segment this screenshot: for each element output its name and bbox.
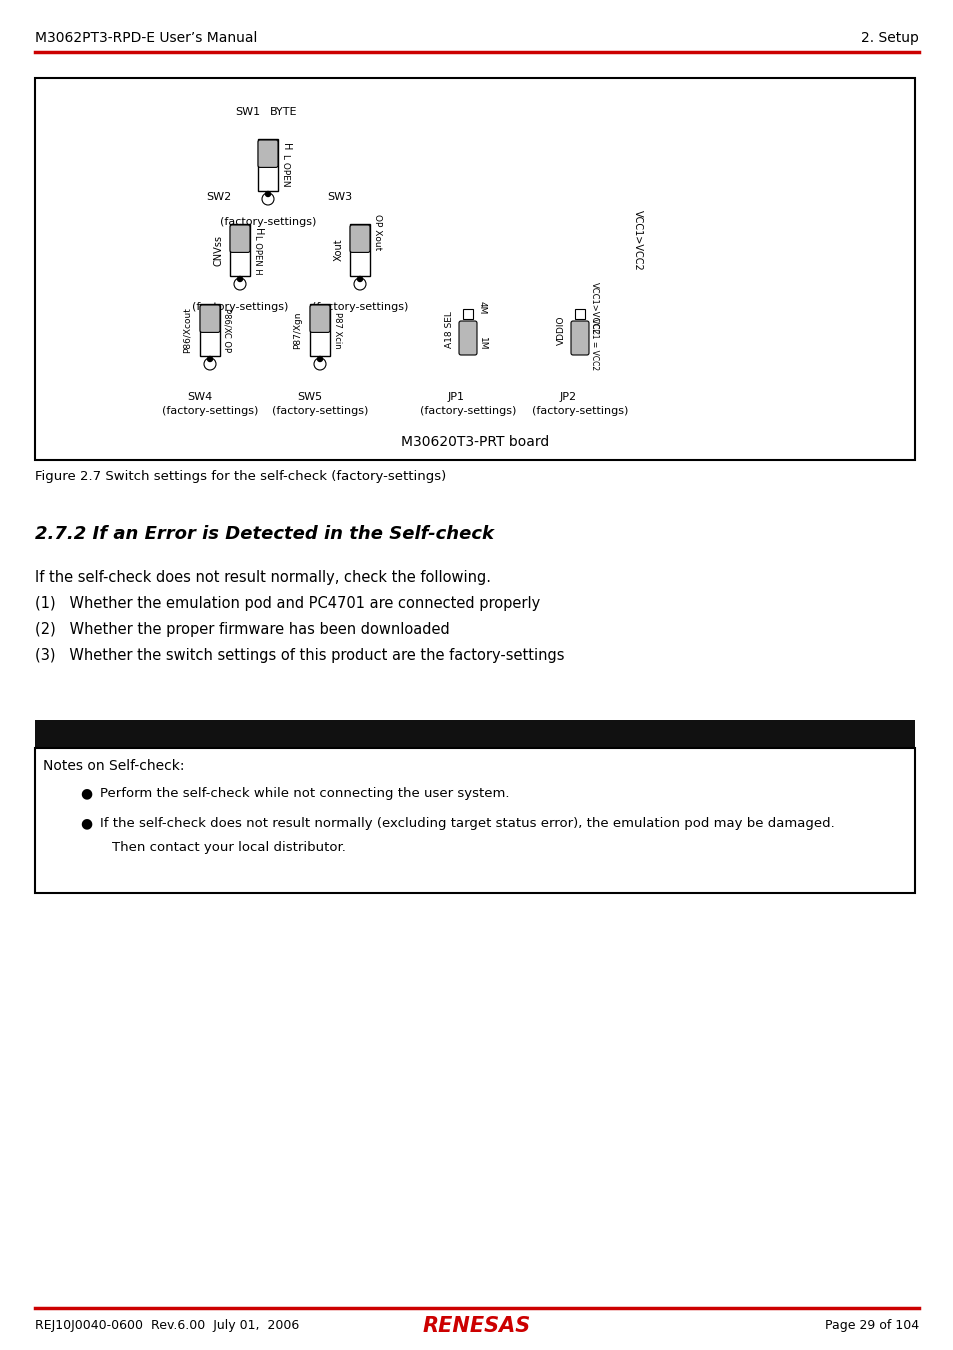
Text: SW2: SW2: [207, 192, 232, 202]
Text: Notes on Self-check:: Notes on Self-check:: [43, 759, 184, 774]
Bar: [575, 325, 584, 335]
FancyBboxPatch shape: [350, 225, 370, 252]
Text: ●: ●: [80, 815, 92, 830]
Text: (factory-settings): (factory-settings): [272, 406, 368, 416]
Text: SW5: SW5: [297, 392, 322, 402]
Bar: [462, 342, 473, 351]
Bar: [35, 78, 914, 460]
Text: (factory-settings): (factory-settings): [312, 302, 408, 312]
Text: SW4: SW4: [187, 392, 213, 402]
Text: (factory-settings): (factory-settings): [192, 302, 288, 312]
Circle shape: [208, 356, 213, 362]
Text: If the self-check does not result normally (excluding target status error), the : If the self-check does not result normal…: [100, 817, 834, 829]
Text: (3)   Whether the switch settings of this product are the factory-settings: (3) Whether the switch settings of this …: [35, 648, 564, 663]
Text: JP2: JP2: [558, 392, 576, 402]
Text: Then contact your local distributor.: Then contact your local distributor.: [112, 841, 346, 855]
Circle shape: [262, 193, 274, 205]
Bar: [575, 342, 584, 351]
FancyBboxPatch shape: [458, 321, 476, 355]
Circle shape: [357, 277, 362, 282]
Text: P86/Xcout: P86/Xcout: [183, 306, 192, 352]
Text: P87 Xcin: P87 Xcin: [333, 312, 341, 348]
Text: Perform the self-check while not connecting the user system.: Perform the self-check while not connect…: [100, 787, 509, 799]
Text: (factory-settings): (factory-settings): [162, 406, 258, 416]
Text: 1M: 1M: [477, 338, 486, 351]
Bar: [35, 748, 914, 892]
Text: Xout: Xout: [334, 239, 344, 262]
Text: If the self-check does not result normally, check the following.: If the self-check does not result normal…: [35, 570, 491, 585]
Bar: [200, 304, 220, 356]
Text: BYTE: BYTE: [270, 107, 297, 117]
Text: VDDIO: VDDIO: [557, 316, 565, 344]
Text: H: H: [253, 228, 263, 236]
Text: ●: ●: [80, 786, 92, 801]
Circle shape: [354, 278, 366, 290]
Text: OP Xout: OP Xout: [373, 213, 381, 250]
Text: REJ10J0040-0600  Rev.6.00  July 01,  2006: REJ10J0040-0600 Rev.6.00 July 01, 2006: [35, 1319, 299, 1332]
Circle shape: [204, 358, 215, 370]
Text: A18 SEL: A18 SEL: [444, 312, 454, 348]
Circle shape: [233, 278, 246, 290]
Text: (factory-settings): (factory-settings): [531, 406, 627, 416]
Text: P86/XC OP: P86/XC OP: [223, 308, 232, 352]
Text: M30620T3-PRT board: M30620T3-PRT board: [400, 435, 549, 450]
Bar: [575, 309, 584, 319]
Text: RENESAS: RENESAS: [422, 1316, 531, 1336]
Circle shape: [237, 277, 242, 282]
Text: (factory-settings): (factory-settings): [419, 406, 516, 416]
FancyBboxPatch shape: [310, 305, 330, 332]
Text: P87/Xgn: P87/Xgn: [293, 312, 302, 348]
Circle shape: [265, 192, 271, 197]
Text: Page 29 of 104: Page 29 of 104: [824, 1319, 918, 1332]
Text: 4M: 4M: [477, 301, 486, 315]
Circle shape: [314, 358, 326, 370]
Text: L OPEN: L OPEN: [281, 154, 290, 186]
Bar: [462, 309, 473, 319]
Text: (factory-settings): (factory-settings): [219, 217, 315, 227]
Text: L OPEN H: L OPEN H: [253, 235, 262, 275]
Text: Figure 2.7 Switch settings for the self-check (factory-settings): Figure 2.7 Switch settings for the self-…: [35, 470, 446, 483]
Text: CNVss: CNVss: [213, 235, 224, 266]
Text: JP1: JP1: [447, 392, 464, 402]
Bar: [35, 720, 914, 748]
Bar: [230, 224, 250, 275]
FancyBboxPatch shape: [200, 305, 220, 332]
Bar: [350, 224, 370, 275]
Circle shape: [317, 356, 322, 362]
FancyBboxPatch shape: [571, 321, 588, 355]
Text: VCC1>VCC2: VCC1>VCC2: [633, 209, 642, 270]
Bar: [310, 304, 330, 356]
Bar: [462, 325, 473, 335]
Text: (1)   Whether the emulation pod and PC4701 are connected properly: (1) Whether the emulation pod and PC4701…: [35, 595, 539, 612]
Text: M3062PT3-RPD-E User’s Manual: M3062PT3-RPD-E User’s Manual: [35, 31, 257, 45]
FancyBboxPatch shape: [230, 225, 250, 252]
Text: 2. Setup: 2. Setup: [861, 31, 918, 45]
Text: SW3: SW3: [327, 192, 352, 202]
Text: H: H: [281, 143, 291, 151]
Bar: [257, 139, 277, 190]
Text: VCC1>VCC2: VCC1>VCC2: [589, 282, 598, 335]
Text: VCC1 = VCC2: VCC1 = VCC2: [589, 319, 598, 370]
Text: 2.7.2 If an Error is Detected in the Self-check: 2.7.2 If an Error is Detected in the Sel…: [35, 525, 494, 543]
FancyBboxPatch shape: [257, 140, 277, 167]
Text: (2)   Whether the proper firmware has been downloaded: (2) Whether the proper firmware has been…: [35, 622, 449, 637]
Text: SW1: SW1: [234, 107, 260, 117]
